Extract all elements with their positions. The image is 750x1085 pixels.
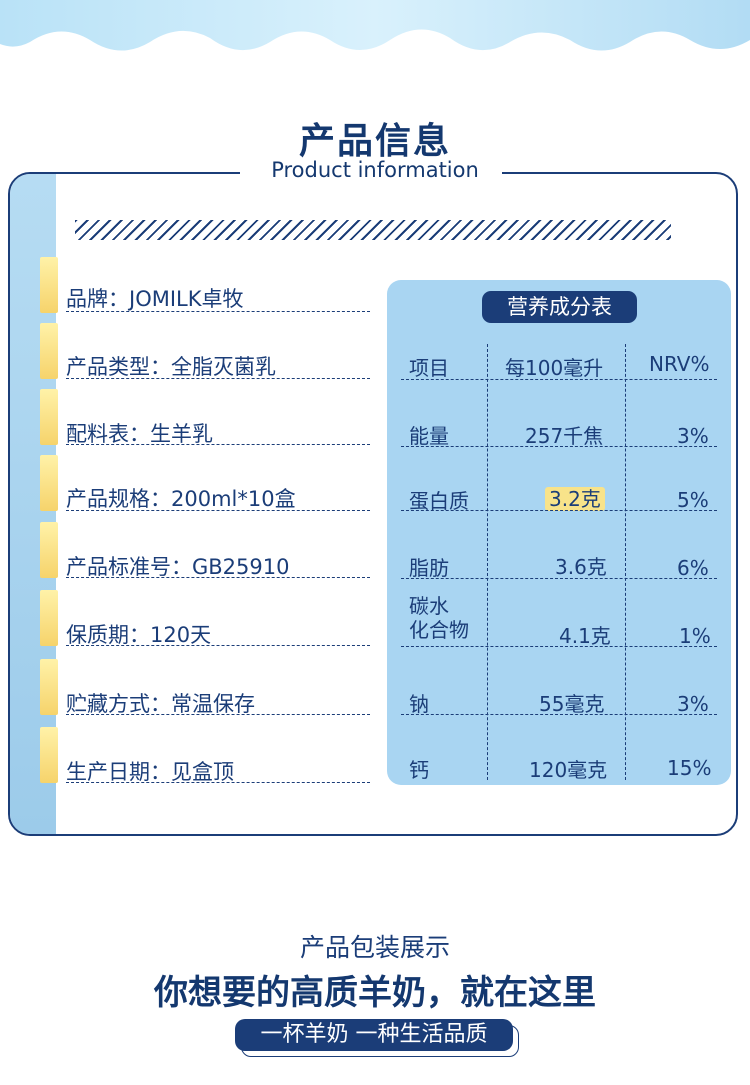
protein-highlight: 3.2克 (545, 487, 605, 511)
nutrition-item: 钙 (409, 758, 429, 782)
top-wave-decoration (0, 0, 750, 51)
info-underline (66, 782, 370, 783)
nutrition-item-line: 碳水 (409, 594, 449, 618)
column-divider (487, 344, 488, 780)
nutrition-value: 3.6克 (555, 555, 607, 579)
info-row: 产品规格：200ml*10盒 (40, 455, 370, 511)
nutrition-table: 营养成分表 项目 每100毫升 NRV% 能量 257千焦 3% 蛋白质 3.2… (387, 280, 731, 785)
info-marker (40, 727, 58, 783)
info-brand: 品牌：JOMILK卓牧 (66, 287, 244, 311)
info-row: 产品标准号：GB25910 (40, 522, 370, 579)
nutrition-item: 能量 (409, 424, 449, 448)
nutrition-nrv: 3% (677, 424, 709, 448)
nutrition-value: 4.1克 (559, 624, 611, 648)
nutrition-item: 钠 (409, 692, 429, 716)
page-title: 产品信息 (298, 121, 451, 162)
nutrition-value: 120毫克 (529, 758, 608, 782)
nutrition-nrv: 15% (667, 756, 712, 780)
nutrition-value: 257千焦 (525, 424, 604, 448)
nutrition-header-nrv: NRV% (649, 352, 710, 376)
nutrition-item-line: 化合物 (409, 618, 469, 642)
info-underline (66, 714, 370, 715)
info-underline (66, 577, 370, 578)
info-row: 保质期：120天 (40, 590, 370, 647)
nutrition-item: 蛋白质 (409, 489, 469, 513)
nutrition-item: 碳水 化合物 (409, 594, 469, 642)
column-divider (625, 344, 626, 780)
nutrition-nrv: 6% (677, 556, 709, 580)
info-marker (40, 257, 58, 313)
packaging-heading: 产品包装展示 (299, 933, 450, 962)
info-standard: 产品标准号：GB25910 (66, 555, 290, 579)
info-row: 产品类型：全脂灭菌乳 (40, 323, 370, 379)
info-marker (40, 590, 58, 646)
info-underline (66, 444, 370, 445)
tagline-badge: 一杯羊奶 一种生活品质 (235, 1019, 513, 1051)
row-divider (401, 510, 717, 511)
info-production-date: 生产日期：见盒顶 (66, 760, 234, 784)
nutrition-nrv: 5% (677, 488, 709, 512)
nutrition-item: 脂肪 (409, 556, 449, 580)
nutrition-nrv: 3% (677, 692, 709, 716)
info-marker (40, 659, 58, 715)
row-divider (401, 578, 717, 579)
nutrition-value: 3.2克 (545, 483, 605, 512)
info-row: 贮藏方式：常温保存 (40, 659, 370, 716)
info-storage: 贮藏方式：常温保存 (66, 692, 255, 716)
row-divider (401, 379, 717, 380)
nutrition-nrv: 1% (679, 624, 711, 648)
row-divider (401, 646, 717, 647)
nutrition-value: 55毫克 (539, 692, 605, 716)
nutrition-header-value: 每100毫升 (505, 356, 604, 380)
info-marker (40, 389, 58, 445)
info-marker (40, 323, 58, 379)
info-ingredients: 配料表：生羊乳 (66, 422, 213, 446)
info-row: 品牌：JOMILK卓牧 (40, 257, 370, 313)
slogan-heading: 你想要的高质羊奶，就在这里 (154, 973, 596, 1013)
info-marker (40, 522, 58, 578)
info-marker (40, 455, 58, 511)
info-underline (66, 378, 370, 379)
row-divider (401, 714, 717, 715)
page-subtitle: Product information (271, 158, 479, 182)
info-underline (66, 510, 370, 511)
info-row: 生产日期：见盒顶 (40, 727, 370, 784)
row-divider (401, 446, 717, 447)
info-type: 产品类型：全脂灭菌乳 (66, 355, 276, 379)
nutrition-header-item: 项目 (409, 356, 449, 380)
nutrition-title: 营养成分表 (482, 291, 637, 323)
info-underline (66, 645, 370, 646)
title-gap (240, 168, 502, 180)
hatch-divider (75, 220, 671, 240)
info-row: 配料表：生羊乳 (40, 389, 370, 446)
info-shelf-life: 保质期：120天 (66, 623, 212, 647)
info-spec: 产品规格：200ml*10盒 (66, 487, 296, 511)
info-underline (66, 311, 370, 312)
